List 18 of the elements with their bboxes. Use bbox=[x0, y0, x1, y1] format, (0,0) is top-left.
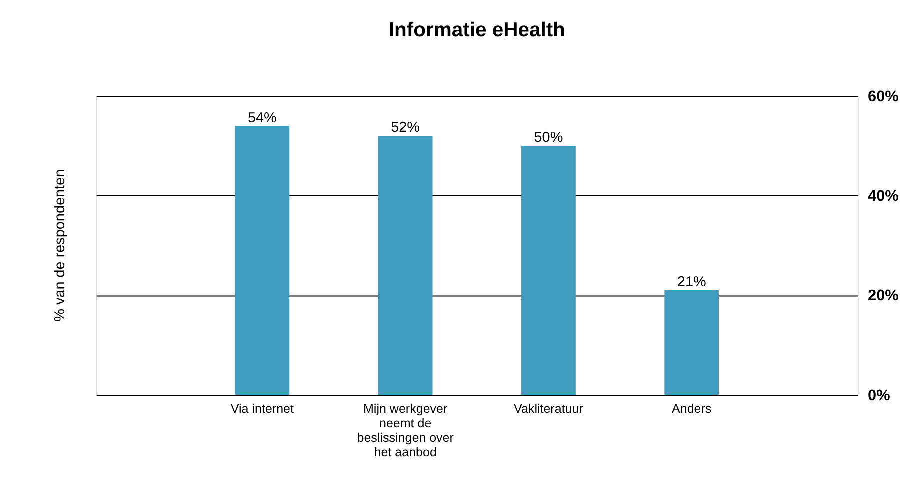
bar bbox=[664, 290, 720, 396]
y-axis-title: % van de respondenten bbox=[52, 169, 69, 322]
data-label: 50% bbox=[534, 130, 564, 146]
y-tick-label: 0% bbox=[868, 387, 891, 404]
x-tick-label: Via internet bbox=[230, 402, 294, 416]
y-tick-label: 60% bbox=[868, 88, 900, 106]
bar bbox=[378, 136, 433, 396]
chart-title: Informatie eHealth bbox=[388, 19, 566, 42]
x-tick-label: Anders bbox=[672, 402, 712, 416]
y-tick-label: 40% bbox=[868, 188, 900, 206]
y-tick-label: 20% bbox=[868, 288, 900, 305]
bar bbox=[522, 146, 576, 396]
bar bbox=[235, 126, 290, 396]
x-tick-label: Vakliteratuur bbox=[514, 402, 584, 416]
data-label: 21% bbox=[677, 274, 706, 291]
x-tick-label: Mijn werkgever neemt de beslissingen over het aanbod bbox=[357, 402, 454, 460]
data-label: 52% bbox=[391, 120, 420, 136]
data-label: 54% bbox=[248, 110, 278, 126]
